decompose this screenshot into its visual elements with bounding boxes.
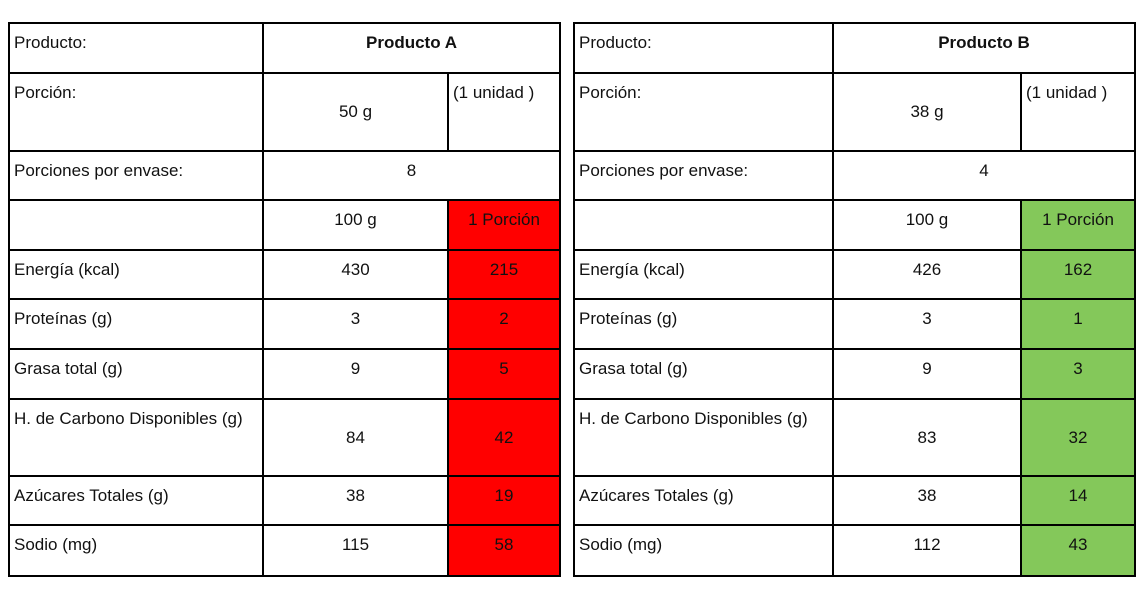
serving-unit-cell: (1 unidad ): [1020, 72, 1136, 152]
table-row: Grasa total (g) 9 5: [8, 348, 561, 400]
per-100g: 426: [832, 249, 1022, 300]
per-portion: 42: [447, 398, 561, 477]
row-label: Producto:: [8, 22, 264, 74]
per-100g: 115: [262, 524, 449, 577]
servings: 4: [832, 150, 1136, 201]
row-label: Porciones por envase:: [8, 150, 264, 201]
per-portion: 14: [1020, 475, 1136, 526]
column-header: 1 Porción: [447, 199, 561, 251]
table-row: Producto: Producto A: [8, 22, 561, 74]
per-portion: 2: [447, 298, 561, 350]
nutrient-label: Proteínas (g): [8, 298, 264, 350]
nutrient-label: Energía (kcal): [573, 249, 834, 300]
per-100g: 9: [832, 348, 1022, 400]
table-row: Porción: 50 g (1 unidad ): [8, 72, 561, 152]
per-portion: 5: [447, 348, 561, 400]
table-row: Azúcares Totales (g) 38 19: [8, 475, 561, 526]
nutrient-label: H. de Carbono Disponibles (g): [8, 398, 264, 477]
nutrient-label: Grasa total (g): [573, 348, 834, 400]
nutrient-label: H. de Carbono Disponibles (g): [573, 398, 834, 477]
nutrient-label: Proteínas (g): [573, 298, 834, 350]
per-100g: 38: [832, 475, 1022, 526]
per-portion: 162: [1020, 249, 1136, 300]
serving-unit-cell: (1 unidad ): [447, 72, 561, 152]
row-label: Porciones por envase:: [573, 150, 834, 201]
nutrient-label: Azúcares Totales (g): [8, 475, 264, 526]
per-portion: 32: [1020, 398, 1136, 477]
row-label: Producto:: [573, 22, 834, 74]
table-row: Azúcares Totales (g) 38 14: [573, 475, 1136, 526]
nutrient-label: Sodio (mg): [8, 524, 264, 577]
serving-unit: (1 unidad ): [453, 83, 535, 102]
empty-cell: [8, 199, 264, 251]
per-100g: 9: [262, 348, 449, 400]
nutrient-label: Grasa total (g): [8, 348, 264, 400]
table-row: H. de Carbono Disponibles (g) 83 32: [573, 398, 1136, 477]
table-row: Porciones por envase: 4: [573, 150, 1136, 201]
per-portion: 215: [447, 249, 561, 300]
per-100g: 38: [262, 475, 449, 526]
per-portion: 1: [1020, 298, 1136, 350]
per-portion: 43: [1020, 524, 1136, 577]
per-100g: 84: [262, 398, 449, 477]
table-row: Grasa total (g) 9 3: [573, 348, 1136, 400]
per-100g: 83: [832, 398, 1022, 477]
table-row: Energía (kcal) 430 215: [8, 249, 561, 300]
row-label: Porción:: [8, 72, 264, 152]
column-header: 100 g: [262, 199, 449, 251]
per-100g: 3: [262, 298, 449, 350]
serving: 38 g: [832, 72, 1022, 152]
table-row: Porción: 38 g (1 unidad ): [573, 72, 1136, 152]
nutrient-label: Azúcares Totales (g): [573, 475, 834, 526]
nutrient-label: Energía (kcal): [8, 249, 264, 300]
table-row: Proteínas (g) 3 2: [8, 298, 561, 350]
per-100g: 112: [832, 524, 1022, 577]
column-header: 1 Porción: [1020, 199, 1136, 251]
table-row: Porciones por envase: 8: [8, 150, 561, 201]
table-row: Proteínas (g) 3 1: [573, 298, 1136, 350]
product-name: Producto B: [832, 22, 1136, 74]
servings: 8: [262, 150, 561, 201]
table-row: Energía (kcal) 426 162: [573, 249, 1136, 300]
per-100g: 430: [262, 249, 449, 300]
table-row: Sodio (mg) 115 58: [8, 524, 561, 577]
table-row: H. de Carbono Disponibles (g) 84 42: [8, 398, 561, 477]
table-row: Sodio (mg) 112 43: [573, 524, 1136, 577]
empty-cell: [573, 199, 834, 251]
table-row: Producto: Producto B: [573, 22, 1136, 74]
nutrition-table: Producto: Producto B Porción: 38 g (1 unidad…: [573, 22, 1136, 577]
column-header: 100 g: [832, 199, 1022, 251]
serving-unit: (1 unidad ): [1026, 83, 1108, 102]
per-100g: 3: [832, 298, 1022, 350]
nutrient-label: Sodio (mg): [573, 524, 834, 577]
nutrition-table: Producto: Producto A Porción: 50 g (1 unidad…: [8, 22, 561, 577]
per-portion: 58: [447, 524, 561, 577]
serving: 50 g: [262, 72, 449, 152]
per-portion: 3: [1020, 348, 1136, 400]
per-portion: 19: [447, 475, 561, 526]
product-name: Producto A: [262, 22, 561, 74]
row-label: Porción:: [573, 72, 834, 152]
